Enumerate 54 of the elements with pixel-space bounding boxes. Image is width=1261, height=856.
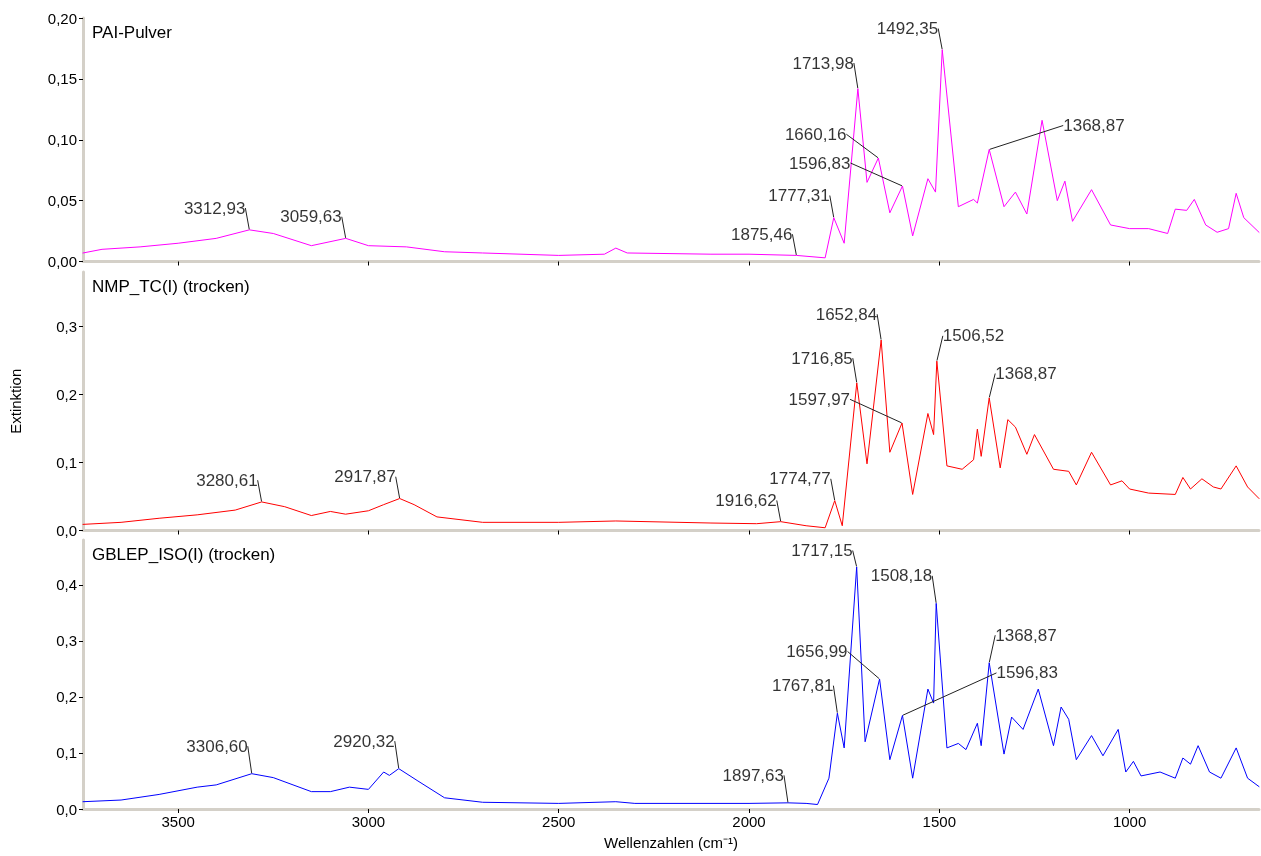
- y-tick-label: 0,1: [56, 744, 77, 762]
- annotation: 1596,83: [996, 663, 1058, 683]
- annotation: 1652,84: [815, 304, 878, 324]
- annotation: 1368,87: [995, 625, 1057, 645]
- annotation: 1506,52: [942, 326, 1005, 346]
- y-tick-label: 0,0: [56, 522, 77, 539]
- annotation: 1716,85: [791, 348, 853, 368]
- annotation: 1897,63: [722, 765, 784, 785]
- annotation: 1492,35: [876, 19, 939, 38]
- annotation: 1656,99: [786, 641, 848, 661]
- y-tick-label: 0,0: [56, 800, 77, 818]
- y-tick-label: 0,10: [47, 131, 77, 149]
- x-tick-label: 2000: [732, 813, 766, 830]
- y-tick-label: 0,20: [47, 9, 77, 27]
- annotation: 1596,83: [789, 153, 851, 173]
- y-axis-title: Extinktion: [7, 368, 24, 434]
- annotation: 3280,61: [196, 470, 258, 490]
- x-tick-label: 2500: [542, 813, 576, 830]
- annotation: 1774,77: [769, 469, 831, 489]
- line-series: [82, 49, 1260, 259]
- y-tick-label: 0,2: [56, 688, 77, 706]
- annotation: 1717,15: [791, 541, 853, 560]
- chart-title: GBLEP_ISO(I) (trocken): [92, 545, 276, 564]
- annotation: 1368,87: [995, 364, 1057, 384]
- annotation: 3306,60: [186, 736, 248, 756]
- line-series: [82, 566, 1260, 806]
- y-tick-label: 0,3: [56, 632, 77, 650]
- y-tick-label: 0,00: [47, 253, 77, 270]
- x-tick-label: 1000: [1112, 813, 1147, 830]
- y-tick-label: 0,1: [56, 453, 77, 471]
- annotation: 1777,31: [768, 186, 830, 205]
- annotation: 3312,93: [183, 198, 246, 218]
- x-tick-label: 3500: [161, 813, 195, 830]
- annotation: 1713,98: [792, 53, 854, 73]
- y-tick-label: 0,15: [47, 70, 77, 88]
- x-tick-label: 3000: [351, 813, 386, 830]
- annotation: 2920,32: [333, 731, 395, 751]
- x-tick-label: 1500: [922, 813, 956, 830]
- annotation: 1508,18: [870, 566, 933, 586]
- annotation: 1368,87: [1063, 116, 1125, 135]
- annotation: 2917,87: [334, 467, 396, 487]
- chart-title: PAI-Pulver: [92, 23, 173, 42]
- y-tick-label: 0,3: [56, 317, 77, 335]
- annotation: 1597,97: [788, 389, 851, 409]
- y-tick-label: 0,2: [56, 385, 77, 403]
- chart-title: NMP_TC(I) (trocken): [92, 277, 250, 296]
- annotation: 3059,63: [280, 207, 342, 227]
- annotation: 1767,81: [771, 676, 834, 696]
- y-tick-label: 0,05: [47, 192, 77, 210]
- annotation: 1660,16: [784, 124, 847, 144]
- annotation: 1875,46: [730, 224, 793, 244]
- annotation: 1916,62: [715, 490, 777, 510]
- x-axis-title: Wellenzahlen (cm⁻¹): [604, 834, 738, 851]
- y-tick-label: 0,4: [56, 576, 77, 594]
